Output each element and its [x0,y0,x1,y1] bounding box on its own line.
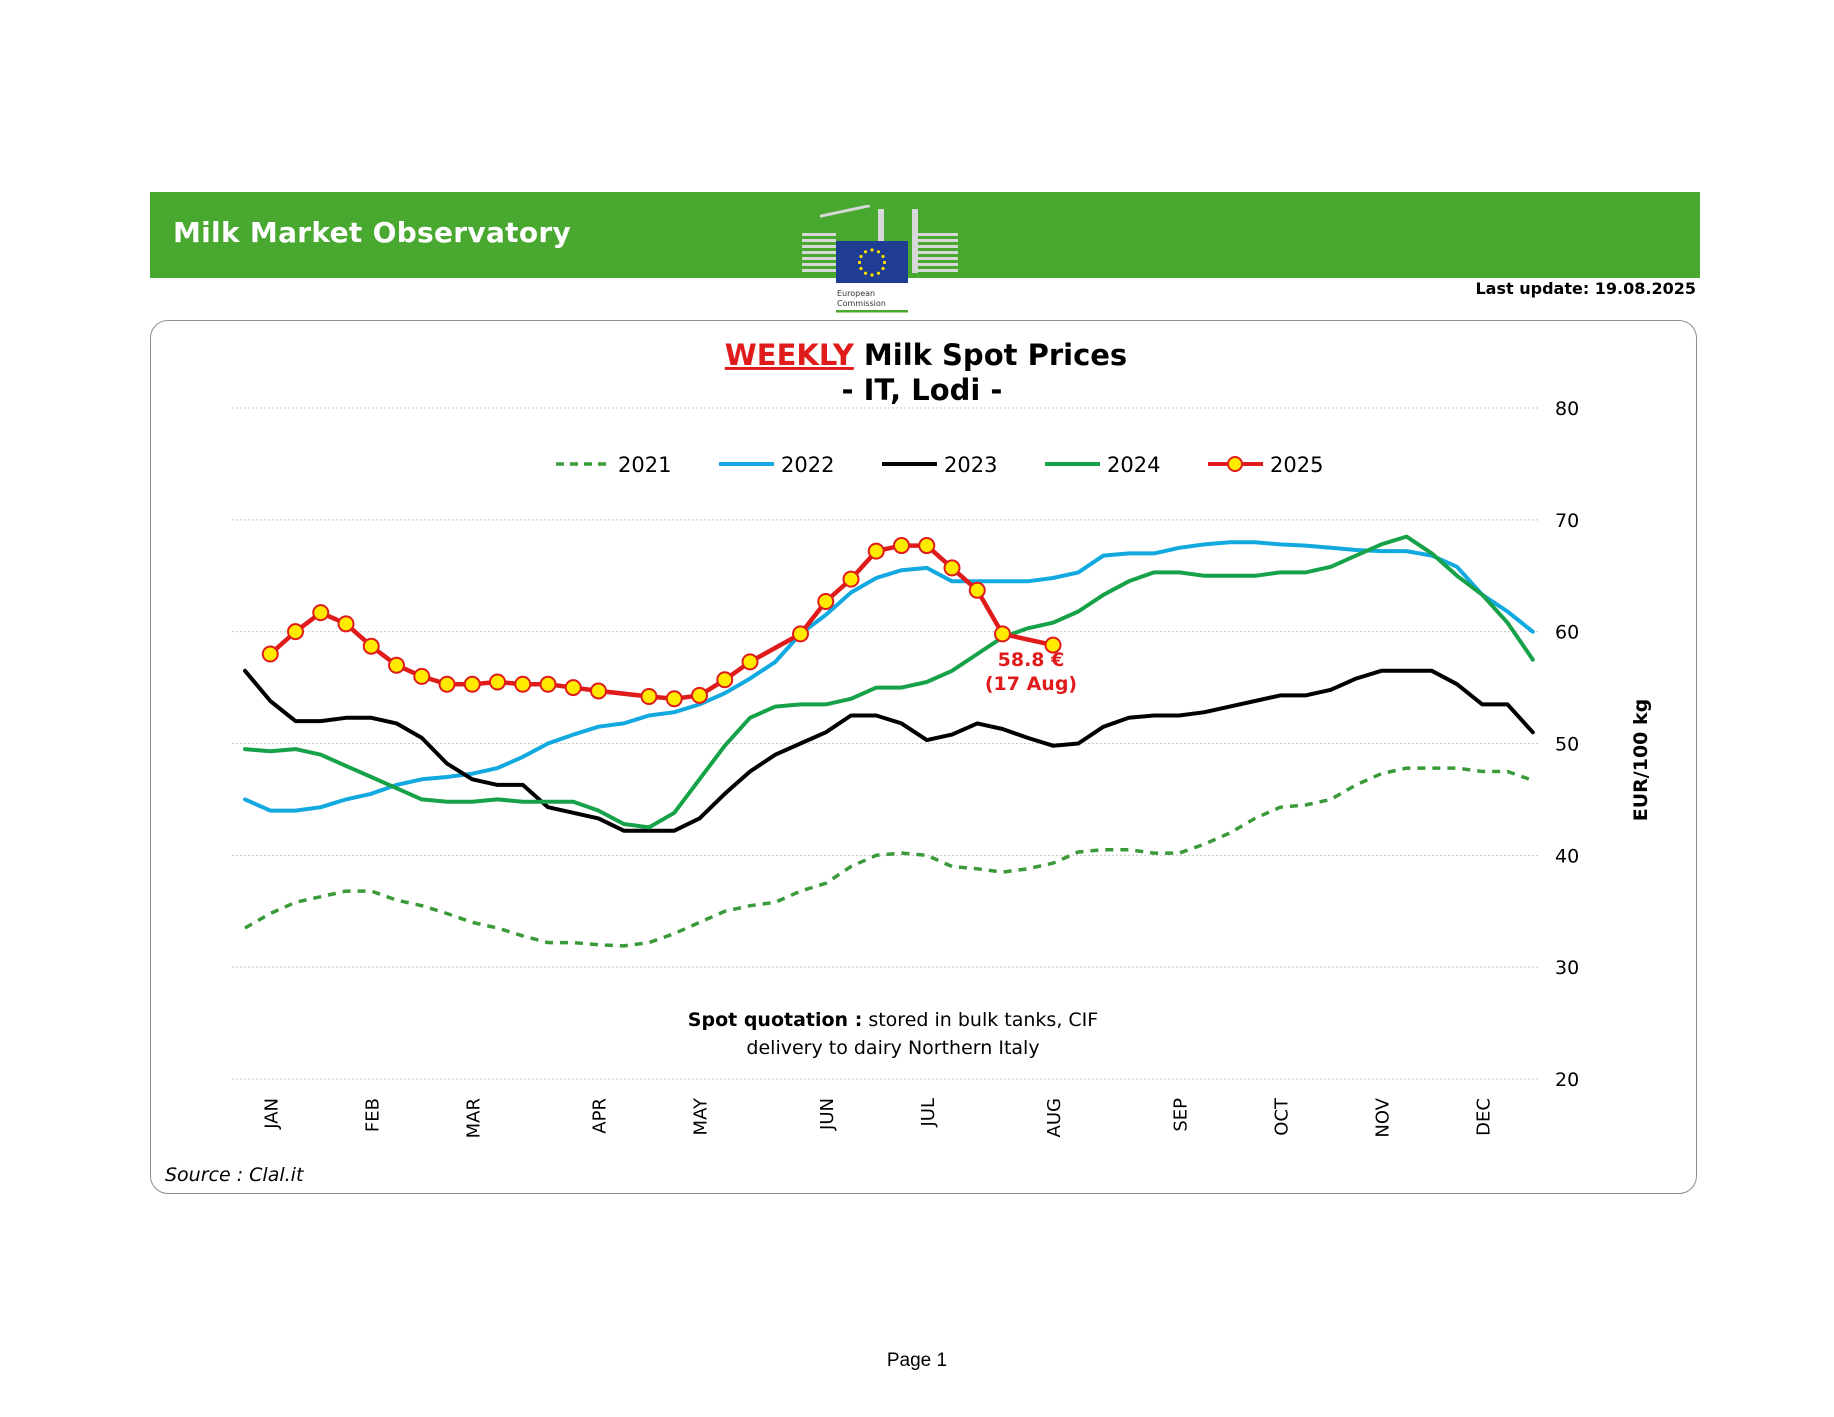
chart-title-highlight: WEEKLY [725,338,855,372]
source-note: Source : Clal.it [165,1164,305,1186]
x-axis-ticks: JAN FEB MAR APR MAY JUN JUL AUG SEP OCT NOV DEC [261,1097,1494,1138]
y-tick-label: 60 [1555,622,1579,644]
data-point-2025 [691,686,708,704]
data-point-2025 [590,682,607,700]
legend-label-2025: 2025 [1270,453,1323,477]
legend-label-2023: 2023 [944,453,997,477]
x-tick-label: JUL [918,1098,939,1128]
data-point-2025 [539,675,557,693]
y-tick-label: 80 [1555,398,1579,420]
data-point-2025 [438,675,456,693]
annotation-value: 58.8 € [998,649,1065,671]
data-point-2025 [287,623,304,641]
data-point-2025 [1044,636,1062,654]
legend: 2021 2022 2023 2024 2025 [556,453,1323,477]
x-tick-label: DEC [1473,1098,1494,1136]
x-tick-label: FEB [362,1098,383,1132]
data-point-2025 [842,570,860,588]
data-point-2025 [867,542,885,560]
data-point-2025 [337,615,355,633]
y-axis-ticks: 80 70 60 50 40 30 20 [1555,398,1579,1091]
x-tick-label: SEP [1170,1098,1191,1132]
x-tick-label: OCT [1271,1097,1292,1136]
y-tick-label: 40 [1555,845,1579,867]
note-bold: Spot quotation : [688,1009,863,1031]
series-line-2023 [243,668,1535,833]
series-line-2025 [268,543,1056,702]
data-point-2025 [388,656,405,674]
x-tick-label: JUN [817,1098,838,1131]
series-lines [243,534,1535,948]
series-line-2024 [243,534,1535,830]
data-point-2025 [918,537,936,555]
y-axis-label: EUR/100 kg [1630,699,1652,822]
data-point-2025 [994,625,1011,643]
annotation-date: (17 Aug) [985,673,1077,695]
x-tick-label: APR [590,1098,611,1134]
data-point-2025 [968,581,986,599]
chart-title-rest: Milk Spot Prices [854,338,1127,372]
data-point-2025 [943,559,961,577]
data-point-2025 [893,537,910,555]
x-tick-label: NOV [1372,1097,1393,1137]
chart-title: WEEKLY Milk Spot Prices [725,338,1127,372]
data-point-2025 [640,688,658,706]
data-point-2025 [514,675,532,693]
x-tick-label: AUG [1044,1098,1065,1137]
legend-marker-2025 [1227,456,1243,472]
y-tick-label: 20 [1555,1069,1579,1091]
european-commission-logo: European Commission [802,205,958,313]
spot-quotation-note: Spot quotation : stored in bulk tanks, C… [688,1009,1098,1031]
data-point-2025 [413,667,431,685]
data-point-2025 [463,675,481,693]
spot-quotation-note-line2: delivery to dairy Northern Italy [746,1037,1039,1059]
data-point-2025 [362,637,380,655]
page-title: Milk Market Observatory [173,216,572,249]
y-tick-label: 30 [1555,957,1579,979]
x-tick-label: MAY [691,1097,712,1135]
series-line-2022 [243,540,1535,813]
data-point-2025 [741,653,759,671]
data-point-2025 [489,673,506,691]
y-tick-label: 50 [1555,734,1579,756]
last-update: Last update: 19.08.2025 [1475,279,1696,298]
legend-label-2024: 2024 [1107,453,1160,477]
legend-label-2022: 2022 [781,453,834,477]
page-number: Page 1 [886,1350,948,1371]
logo-text-european: European [837,289,875,298]
note-rest: stored in bulk tanks, CIF [862,1009,1098,1031]
logo-text-commission: Commission [837,299,886,308]
data-point-2025 [261,645,279,663]
chart-subtitle: - IT, Lodi - [842,373,1003,407]
x-tick-label: MAR [463,1098,484,1138]
x-tick-label: JAN [261,1098,282,1130]
series-2025-markers [261,537,1062,708]
data-point-2025 [564,679,582,697]
legend-label-2021: 2021 [618,453,671,477]
grid-lines [232,407,1540,1080]
data-point-2025 [817,592,835,610]
series-line-2021 [244,766,1534,948]
data-point-2025 [312,604,330,622]
y-tick-label: 70 [1555,510,1579,532]
data-point-2025 [665,690,683,708]
data-point-2025 [716,671,734,689]
data-point-2025 [792,625,809,643]
